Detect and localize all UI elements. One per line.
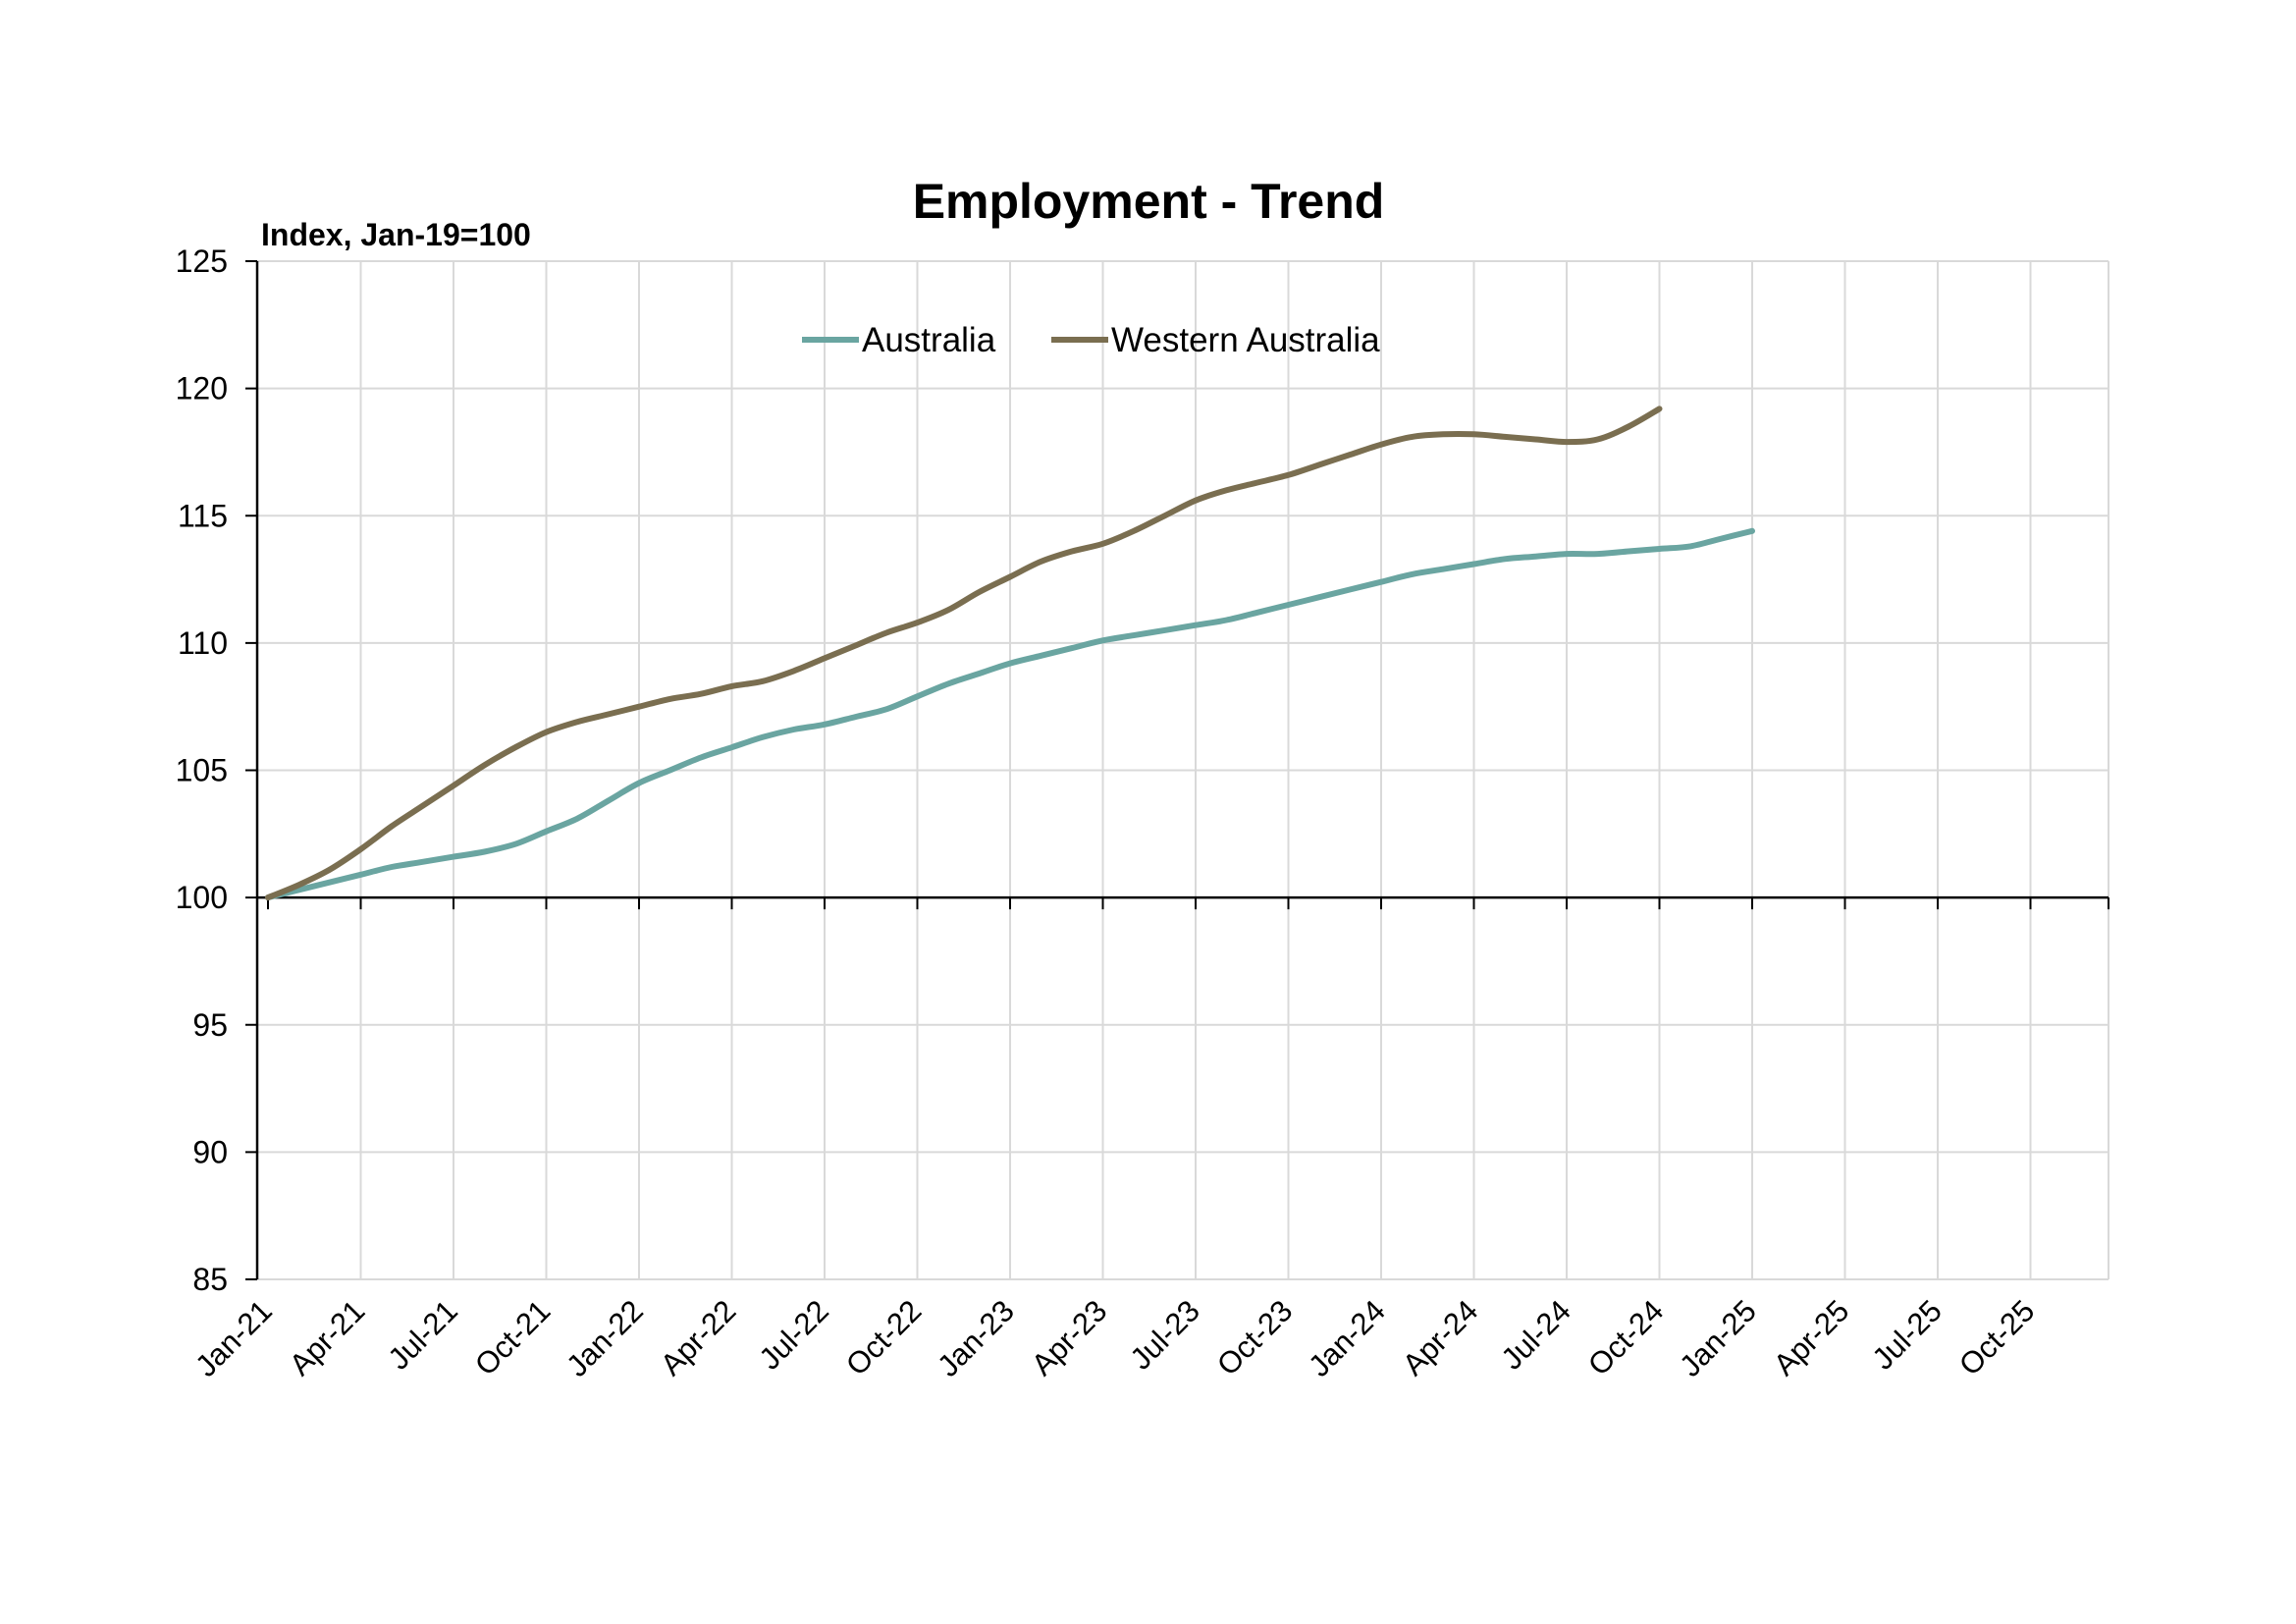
y-tick-label: 125 — [176, 244, 228, 279]
series-lines — [265, 406, 1755, 901]
axes — [245, 260, 2109, 1280]
series-line-australia — [265, 527, 1755, 901]
series-line-western-australia — [265, 406, 1663, 901]
chart-title: Employment - Trend — [913, 174, 1385, 229]
y-tick-label: 110 — [178, 625, 228, 661]
y-axis-label: Index, Jan-19=100 — [261, 217, 531, 252]
y-tick-label: 120 — [176, 371, 228, 406]
y-tick-label: 115 — [178, 498, 228, 533]
legend: Australia Western Australia — [802, 321, 1380, 359]
y-tick-label: 105 — [176, 753, 228, 788]
legend-label-australia: Australia — [862, 321, 996, 359]
y-tick-label: 90 — [192, 1134, 228, 1169]
legend-label-western-australia: Western Australia — [1111, 321, 1380, 359]
grid-lines — [257, 260, 2109, 1280]
y-tick-labels: 85 90 95 100 105 110 115 120 125 — [176, 244, 228, 1297]
y-tick-label: 100 — [176, 880, 228, 915]
y-tick-label: 95 — [192, 1007, 228, 1043]
y-tick-label: 85 — [192, 1262, 228, 1297]
